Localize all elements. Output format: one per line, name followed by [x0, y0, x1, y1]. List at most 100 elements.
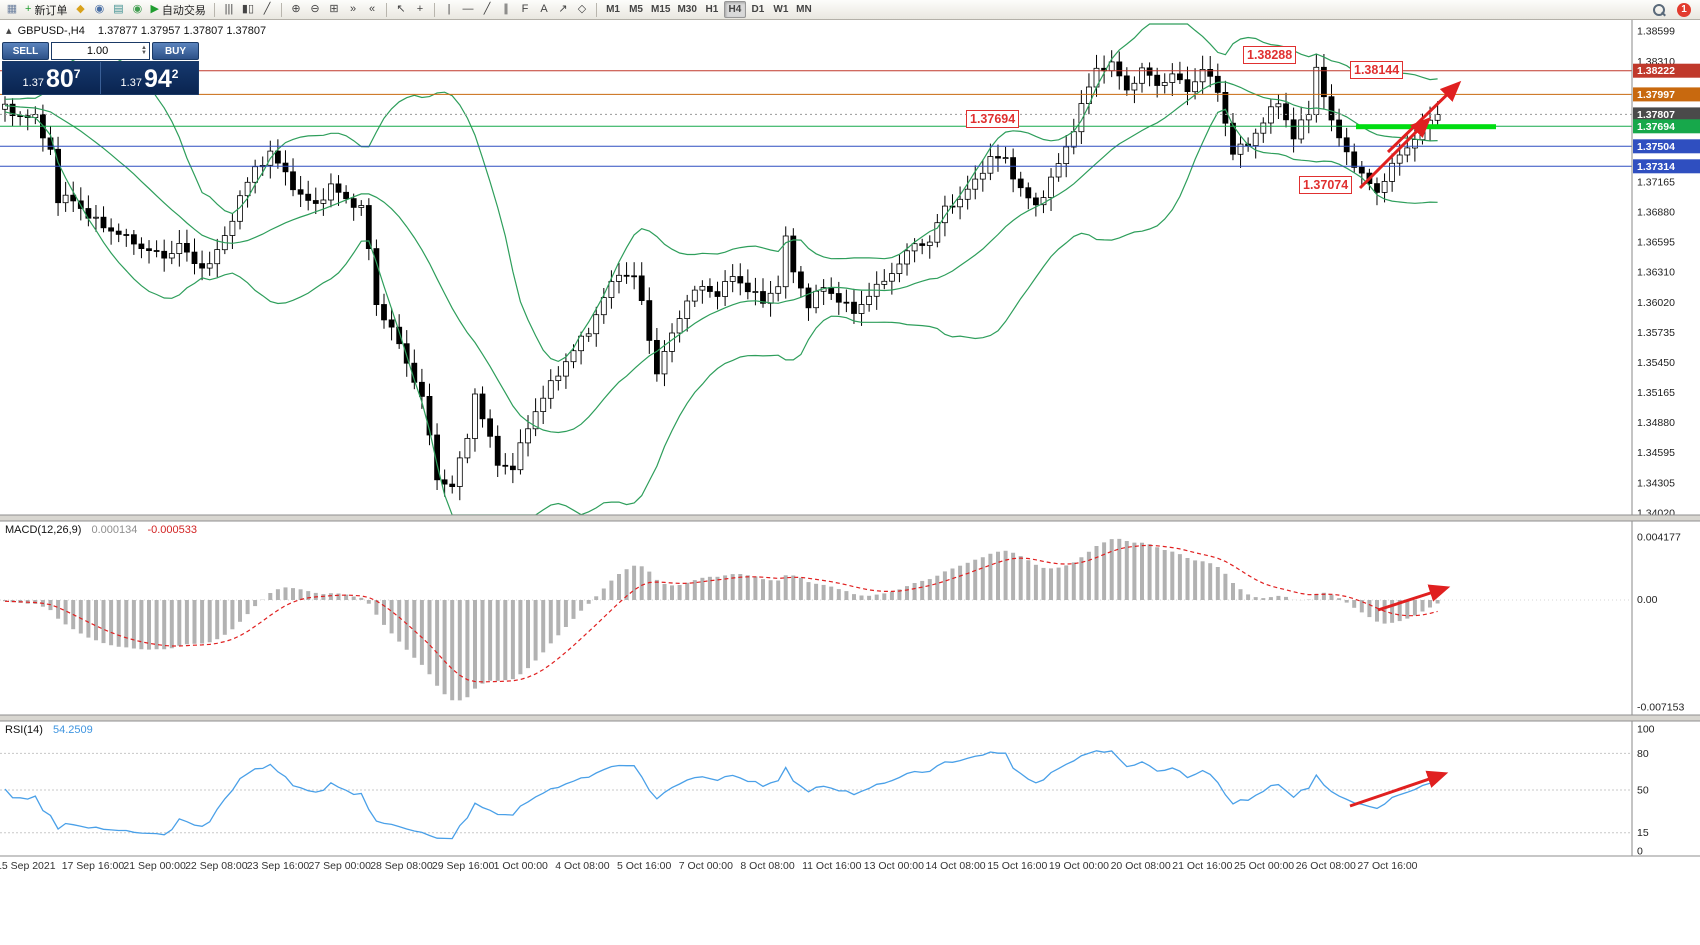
- svg-text:1.37694: 1.37694: [1637, 121, 1675, 133]
- svg-text:1.34595: 1.34595: [1637, 447, 1675, 459]
- data-window-icon[interactable]: ◉: [128, 1, 146, 18]
- timeframe-m15[interactable]: M15: [651, 4, 671, 15]
- market-watch-icon: ▤: [113, 3, 124, 15]
- sell-price-display[interactable]: 1.37 80 7: [3, 62, 100, 94]
- chart-wizard-icon: ◆: [76, 3, 85, 15]
- text-icon[interactable]: A: [535, 1, 553, 18]
- panel-splitter[interactable]: [0, 515, 1700, 521]
- sell-button[interactable]: SELL: [2, 42, 49, 60]
- svg-text:21 Oct 16:00: 21 Oct 16:00: [1172, 860, 1232, 872]
- timeframe-d1[interactable]: D1: [751, 4, 765, 15]
- svg-text:8 Oct 08:00: 8 Oct 08:00: [740, 860, 794, 872]
- buy-button[interactable]: BUY: [152, 42, 199, 60]
- toolbar-separator: [281, 2, 283, 17]
- price-annotation[interactable]: 1.38144: [1350, 61, 1404, 79]
- timeframe-m1[interactable]: M1: [606, 4, 620, 15]
- shapes-icon: ◇: [577, 3, 587, 15]
- toolbar-separator: [386, 2, 388, 17]
- price-annotation[interactable]: 1.37074: [1299, 176, 1353, 194]
- shapes-icon[interactable]: ◇: [573, 1, 591, 18]
- new-order-icon: +: [25, 3, 32, 15]
- zoom-out-icon: ⊖: [310, 3, 320, 15]
- toolbar-groups: ▦ + 新订单 ◆ ◉ ▤ ◉ ▶ 自动交易 ||| ▮▯ ╱ ⊕ ⊖ ⊞» «↖ + | — ╱ ∥ F A ↗ ◇ M1 M5 M…: [3, 0, 815, 19]
- buy-price-display[interactable]: 1.37 94 2: [100, 62, 198, 94]
- macd-indicator-label: MACD(12,26,9) 0.000134 -0.000533: [5, 524, 197, 536]
- panel-splitter[interactable]: [0, 715, 1700, 721]
- fibonacci-icon: F: [521, 3, 529, 15]
- arrows-tool-icon[interactable]: ↗: [554, 1, 572, 18]
- buy-price-pipette: 2: [171, 67, 179, 81]
- macd-main-value: 0.000134: [91, 524, 138, 536]
- sell-price-pipette: 7: [73, 67, 81, 81]
- search-button[interactable]: [1649, 1, 1669, 18]
- timeframe-m30[interactable]: M30: [677, 4, 697, 15]
- chart-shift-icon[interactable]: «: [363, 1, 381, 18]
- vertical-line-icon[interactable]: |: [440, 1, 458, 18]
- svg-text:21 Sep 00:00: 21 Sep 00:00: [123, 860, 186, 872]
- volume-spin-buttons[interactable]: ▲ ▼: [141, 45, 147, 56]
- auto-scroll-icon[interactable]: »: [344, 1, 362, 18]
- symbol-period-label: GBPUSD-,H4: [17, 25, 85, 37]
- auto-trading-button[interactable]: ▶ 自动交易: [147, 1, 208, 18]
- svg-text:100: 100: [1637, 724, 1655, 736]
- arrows-tool-icon: ↗: [558, 3, 568, 15]
- chart-wizard-icon[interactable]: ◆: [71, 1, 89, 18]
- auto-scroll-icon: »: [349, 3, 357, 15]
- svg-text:1.37314: 1.37314: [1637, 161, 1675, 173]
- bars-chart-icon[interactable]: |||: [220, 1, 238, 18]
- zoom-in-icon: ⊕: [291, 3, 301, 15]
- trendline-icon[interactable]: ╱: [478, 1, 496, 18]
- time-axis: 15 Sep 2021 17 Sep 16:00 21 Sep 00:00 22 Se…: [0, 860, 1418, 872]
- crosshair-icon: +: [416, 3, 424, 15]
- candlesticks-icon[interactable]: ▮▯: [239, 1, 257, 18]
- volume-up-icon[interactable]: ▲: [141, 45, 147, 51]
- trend-arrows[interactable]: [1349, 80, 1462, 808]
- main-chart-panel[interactable]: [0, 20, 1632, 517]
- svg-text:4 Oct 08:00: 4 Oct 08:00: [555, 860, 609, 872]
- chart-window-icon[interactable]: ▦: [3, 1, 21, 18]
- svg-text:5 Oct 16:00: 5 Oct 16:00: [617, 860, 671, 872]
- trend-arrow: [1349, 770, 1449, 808]
- notification-badge[interactable]: 1: [1677, 2, 1691, 17]
- volume-down-icon[interactable]: ▼: [141, 50, 147, 56]
- trendline-icon: ╱: [483, 3, 491, 15]
- svg-text:1.36595: 1.36595: [1637, 236, 1675, 248]
- macd-title: MACD(12,26,9): [5, 524, 82, 536]
- sell-price-prefix: 1.37: [22, 77, 44, 89]
- one-click-top-row: SELL 1.00 ▲ ▼ BUY: [2, 42, 199, 60]
- highlight-line[interactable]: [1356, 124, 1496, 130]
- market-watch-icon[interactable]: ▤: [109, 1, 127, 18]
- timeframe-h1[interactable]: H1: [705, 4, 719, 15]
- svg-text:27 Oct 16:00: 27 Oct 16:00: [1357, 860, 1417, 872]
- macd-signal-value: -0.000533: [147, 524, 197, 536]
- channel-icon[interactable]: ∥: [497, 1, 515, 18]
- crosshair-icon[interactable]: +: [411, 1, 429, 18]
- new-order-button[interactable]: + 新订单: [22, 1, 70, 18]
- svg-text:14 Oct 08:00: 14 Oct 08:00: [926, 860, 986, 872]
- price-annotation[interactable]: 1.38288: [1243, 46, 1297, 64]
- volume-stepper[interactable]: 1.00 ▲ ▼: [51, 42, 150, 60]
- macd-panel[interactable]: [0, 521, 1632, 715]
- svg-text:1.38599: 1.38599: [1637, 26, 1675, 38]
- fibonacci-icon[interactable]: F: [516, 1, 534, 18]
- cursor-icon[interactable]: ↖: [392, 1, 410, 18]
- tile-windows-icon[interactable]: ⊞: [325, 1, 343, 18]
- line-chart-icon[interactable]: ╱: [258, 1, 276, 18]
- svg-text:29 Sep 16:00: 29 Sep 16:00: [432, 860, 495, 872]
- profiles-icon[interactable]: ◉: [90, 1, 108, 18]
- timeframe-mn[interactable]: MN: [796, 4, 812, 15]
- timeframe-m5[interactable]: M5: [629, 4, 643, 15]
- one-click-collapse-icon[interactable]: ▴: [6, 25, 12, 37]
- zoom-out-icon[interactable]: ⊖: [306, 1, 324, 18]
- price-annotation[interactable]: 1.37694: [966, 110, 1020, 128]
- svg-text:1.34305: 1.34305: [1637, 478, 1675, 490]
- svg-text:7 Oct 00:00: 7 Oct 00:00: [679, 860, 733, 872]
- zoom-in-icon[interactable]: ⊕: [287, 1, 305, 18]
- timeframe-h4[interactable]: H4: [723, 1, 746, 18]
- svg-text:0: 0: [1637, 846, 1643, 858]
- horizontal-line-icon[interactable]: —: [459, 1, 477, 18]
- bollinger-upper-band: [4, 23, 1438, 363]
- timeframe-w1[interactable]: W1: [773, 4, 789, 15]
